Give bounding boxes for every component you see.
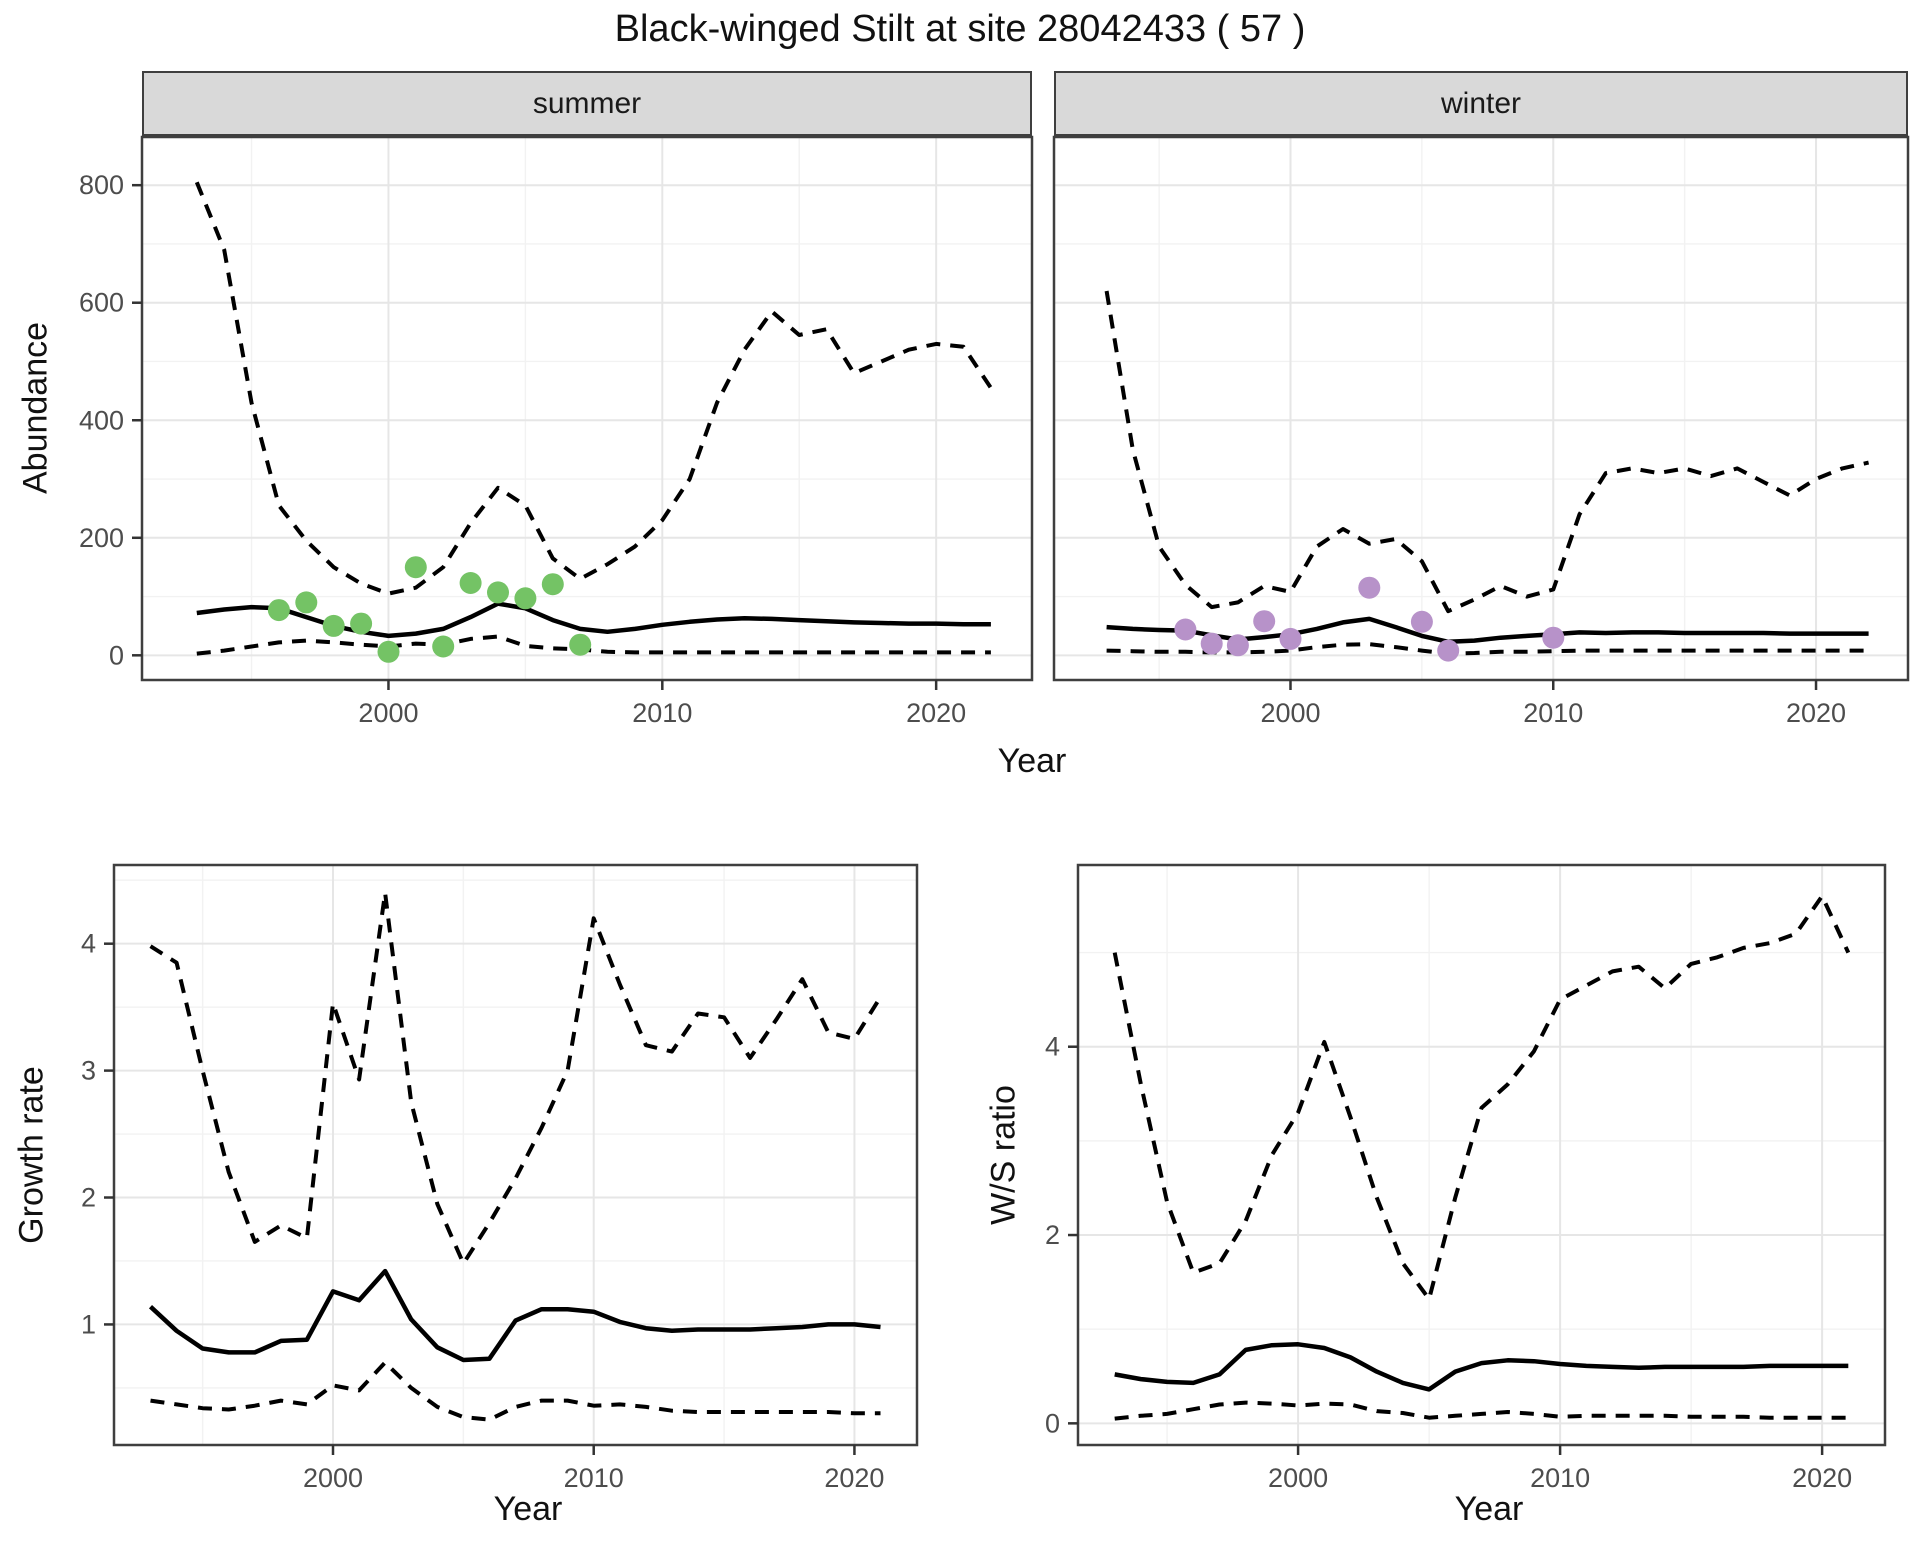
x-tick-label: 2020 bbox=[1786, 698, 1846, 728]
series-line-ci bbox=[1104, 290, 1870, 614]
observation-point bbox=[1358, 576, 1381, 599]
x-tick-label: 2010 bbox=[632, 698, 692, 728]
facet-strip-winter-label: winter bbox=[1440, 86, 1522, 120]
observation-point bbox=[514, 587, 537, 610]
panel-border bbox=[112, 863, 919, 1447]
observation-point bbox=[1437, 639, 1460, 662]
y-tick-label: 200 bbox=[79, 523, 124, 553]
observation-point bbox=[569, 633, 592, 656]
observation-point bbox=[487, 581, 509, 604]
x-tick-label: 2000 bbox=[1260, 698, 1320, 728]
series-line-ci bbox=[194, 181, 993, 596]
x-tick-label: 2020 bbox=[824, 1463, 884, 1493]
series-line-ci bbox=[1114, 1400, 1849, 1421]
panel-background bbox=[114, 865, 917, 1445]
series-line-median bbox=[1114, 1342, 1849, 1392]
observation-point bbox=[1174, 618, 1197, 641]
panel-abundance-winter: 2000 2010 2020 bbox=[1052, 135, 1910, 728]
y-axis-title-ws-ratio: W/S ratio bbox=[984, 1085, 1023, 1225]
x-axis-title-year-top: Year bbox=[997, 742, 1067, 780]
observation-point bbox=[377, 640, 400, 663]
x-tick-label: 2000 bbox=[358, 698, 418, 728]
observation-point bbox=[1253, 610, 1276, 633]
x-tick-label: 2000 bbox=[1268, 1463, 1328, 1493]
panel-border bbox=[140, 135, 1034, 682]
observation-point bbox=[350, 612, 373, 635]
x-tick-label: 2010 bbox=[1530, 1463, 1590, 1493]
x-tick-label: 2010 bbox=[1523, 698, 1583, 728]
observation-point bbox=[1279, 627, 1302, 650]
y-tick-label: 2 bbox=[81, 1183, 96, 1213]
x-tick-label: 2000 bbox=[303, 1463, 363, 1493]
series-line-ci bbox=[196, 634, 991, 656]
y-tick-label: 1 bbox=[81, 1309, 96, 1339]
observation-point bbox=[404, 556, 427, 579]
observation-point bbox=[459, 572, 482, 594]
y-axis-title-growth-rate: Growth rate bbox=[12, 1066, 51, 1244]
x-axis-title-year-bottom-left: Year bbox=[493, 1490, 563, 1528]
y-tick-label: 800 bbox=[79, 170, 124, 200]
y-tick-label: 4 bbox=[1045, 1032, 1060, 1062]
y-tick-label: 4 bbox=[81, 929, 96, 959]
observation-point bbox=[1542, 626, 1565, 649]
series-line-median bbox=[148, 1268, 881, 1363]
series-line-ci bbox=[1112, 894, 1851, 1302]
x-tick-label: 2020 bbox=[1792, 1463, 1852, 1493]
panel-border bbox=[1076, 863, 1887, 1447]
facet-strip-summer-label: summer bbox=[532, 86, 642, 120]
figure-title: Black-winged Stilt at site 28042433 ( 57… bbox=[614, 8, 1306, 50]
observation-point bbox=[1200, 632, 1223, 655]
observation-point bbox=[432, 635, 455, 658]
y-tick-label: 600 bbox=[79, 288, 124, 318]
observation-point bbox=[295, 591, 318, 614]
panel-border bbox=[1052, 135, 1910, 682]
panel-background bbox=[142, 137, 1032, 680]
series-line-ci bbox=[150, 1360, 881, 1422]
panel-background bbox=[1078, 865, 1885, 1445]
y-tick-label: 0 bbox=[1045, 1408, 1060, 1438]
panel-growth-rate: 2000 2010 2020 1 2 3 4 bbox=[81, 863, 919, 1493]
y-tick-label: 400 bbox=[79, 405, 124, 435]
observation-point bbox=[322, 614, 345, 637]
observation-point bbox=[1410, 610, 1433, 633]
panel-background bbox=[1054, 137, 1908, 680]
y-axis-title-abundance: Abundance bbox=[16, 321, 55, 495]
y-tick-label: 0 bbox=[109, 640, 124, 670]
y-tick-label: 3 bbox=[81, 1056, 96, 1086]
panel-abundance-summer: 2000 2010 2020 0 200 400 600 800 bbox=[79, 135, 1034, 728]
x-axis-title-year-bottom-right: Year bbox=[1454, 1490, 1524, 1528]
facet-strip-winter: winter bbox=[1054, 71, 1908, 137]
observation-point bbox=[1226, 634, 1249, 657]
x-tick-label: 2010 bbox=[564, 1463, 624, 1493]
panel-ws-ratio: 2000 2010 2020 0 2 4 bbox=[1045, 863, 1887, 1493]
x-tick-label: 2020 bbox=[906, 698, 966, 728]
y-tick-label: 2 bbox=[1045, 1220, 1060, 1250]
series-line-ci bbox=[149, 890, 883, 1266]
observation-point bbox=[541, 573, 564, 596]
facet-strip-summer: summer bbox=[142, 71, 1032, 137]
observation-point bbox=[267, 599, 290, 622]
